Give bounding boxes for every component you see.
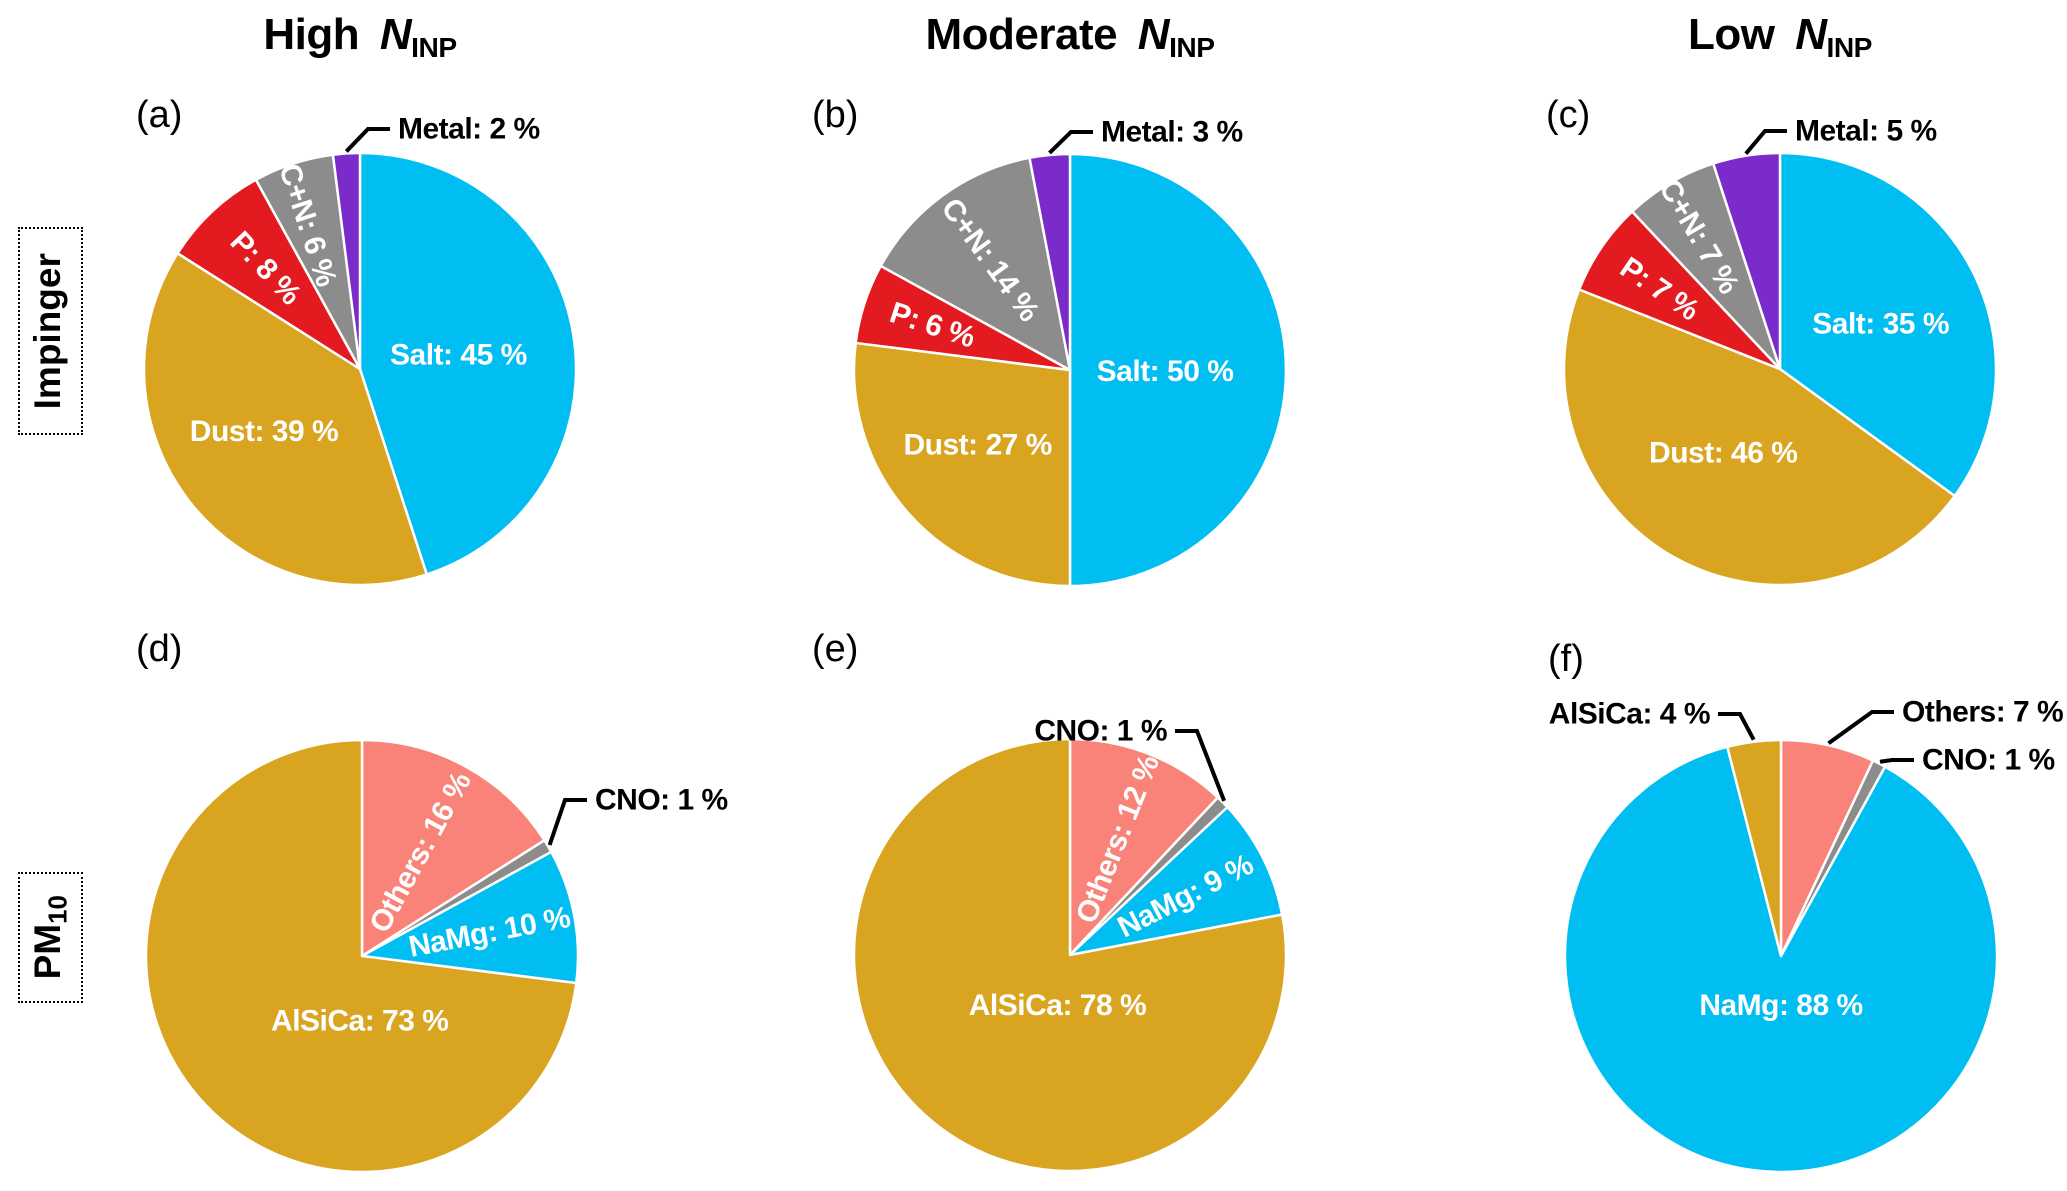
pie-chart-f-pm10-low: Others: 7 % CNO: 1 % NaMg: 88 % AlSiCa: 4 % [1549,696,2064,1174]
pie-slice-alsica [144,738,578,1174]
slice-label-dust: Dust: 27 % [903,428,1051,461]
column-title-prefix: Low [1688,10,1787,59]
pie-slice-dust [142,252,428,587]
column-title-high-ninp: High NINP [263,10,457,64]
column-title-moderate-ninp: Moderate NINP [925,10,1215,64]
column-title-prefix: High [263,10,371,59]
leader-line-cno [547,798,587,846]
leader-line-cno [1175,729,1227,802]
pie-slice-namg [360,850,580,985]
pie-chart-d-pm10-high: Others: 16 % CNO: 1 %NaMg: 10 %AlSiCa: 73… [144,738,728,1174]
pie-slice-namg [1068,805,1284,957]
slice-callout-label-metal: Metal: 3 % [1101,116,1243,149]
slice-callout-label-metal: Metal: 2 % [398,113,540,146]
slice-label-dust: Dust: 39 % [190,415,338,448]
row-label-impinger: Impinger [18,227,83,435]
pie-slice-salt [358,151,578,576]
ninp-symbol: N [1795,10,1827,59]
panel-letter-b: (b) [812,94,859,136]
panel-letter-e: (e) [812,628,859,670]
column-title-low-ninp: Low NINP [1688,10,1872,64]
slice-label-namg: NaMg: 88 % [1699,989,1862,1022]
slice-label-dust: Dust: 46 % [1649,437,1797,470]
slice-callout-label-metal: Metal: 5 % [1795,115,1937,148]
slice-label-salt: Salt: 45 % [390,339,527,372]
slice-label-salt: Salt: 50 % [1097,355,1234,388]
leader-line-metal [1744,129,1787,155]
slice-label-alsica: AlSiCa: 78 % [969,989,1146,1022]
panel-letter-c: (c) [1546,94,1591,136]
ninp-subscript: INP [411,31,457,63]
slice-label-alsica: AlSiCa: 73 % [271,1004,448,1037]
pie-slice-salt [1778,151,1998,498]
pie-slice-alsica [852,737,1288,1173]
pie-slice-p [176,178,362,371]
pie-chart-c-impinger-low: Salt: 35 %Dust: 46 %P: 7 %C+N: 7 %Metal:… [1562,115,1998,587]
pie-slice-dust [1562,288,1956,587]
slice-callout-label-cno: CNO: 1 % [1034,715,1167,748]
pie-slice-namg [1563,745,1999,1174]
pie-slice-cn [879,156,1072,372]
panel-letter-a: (a) [136,94,183,136]
ninp-symbol: N [379,10,412,59]
ninp-subscript: INP [1826,31,1873,63]
leader-line-metal [344,127,390,153]
panel-letter-d: (d) [136,628,183,670]
column-title-prefix: Moderate [925,10,1129,59]
row-label-pm10: PM10 [18,872,83,1003]
slice-callout-label-cno: CNO: 1 % [1922,744,2055,777]
leader-line-alsica [1718,712,1756,741]
pie-slice-metal [1712,151,1782,371]
pie-chart-e-pm10-moderate: Others: 12 %CNO: 1 %NaMg: 9 %AlSiCa: 78 … [852,715,1288,1173]
slice-callout-label-others: Others: 7 % [1902,696,2063,729]
leader-line-cno [1879,758,1914,764]
ninp-subscript: INP [1169,31,1215,63]
slice-callout-label-cno: CNO: 1 % [595,784,728,817]
pie-slice-metal [331,151,362,371]
pie-slice-metal [1028,152,1072,372]
leader-line-metal [1048,130,1093,155]
leader-line-others [1827,710,1894,745]
slice-label-salt: Salt: 35 % [1812,308,1949,341]
slice-callout-label-alsica: AlSiCa: 4 % [1549,698,1710,731]
ninp-symbol: N [1137,10,1170,59]
panel-letter-f: (f) [1548,638,1584,680]
pie-slice-dust [852,341,1072,588]
pie-chart-b-impinger-moderate: Salt: 50 %Dust: 27 %P: 6 %C+N: 14 %Metal… [852,116,1288,588]
pie-slice-others [1068,737,1220,957]
pie-slice-alsica [1726,738,1783,958]
pie-chart-a-impinger-high: Salt: 45 %Dust: 39 %P: 8 %C+N: 6 %Metal:… [142,113,578,587]
pie-slice-salt [1068,152,1288,588]
pie-slice-others [360,738,546,958]
